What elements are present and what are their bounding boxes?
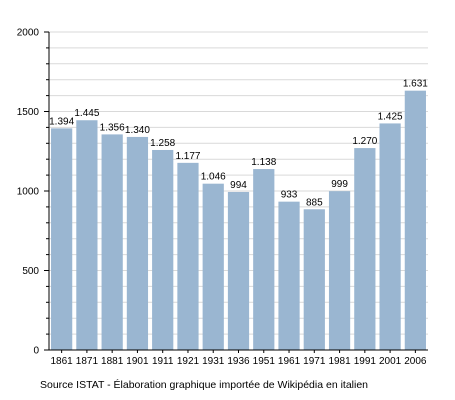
bar-1921 bbox=[177, 162, 199, 350]
bar-1961 bbox=[278, 201, 300, 350]
data-label-1961: 933 bbox=[281, 190, 298, 201]
data-label-1901: 1.340 bbox=[125, 125, 150, 136]
y-tick-label-1500: 1500 bbox=[17, 107, 40, 118]
y-tick-labels: 0 500 1000 1500 2000 bbox=[17, 28, 40, 357]
bars bbox=[51, 90, 426, 351]
x-tick-label-1961: 1961 bbox=[278, 356, 301, 367]
x-tick-label-1991: 1991 bbox=[354, 356, 377, 367]
x-tick-label-1971: 1971 bbox=[303, 356, 326, 367]
x-tick-label-1911: 1911 bbox=[152, 356, 174, 367]
x-tick-label-1936: 1936 bbox=[227, 356, 250, 367]
source-caption: Source ISTAT - Élaboration graphique imp… bbox=[40, 379, 369, 391]
x-tick-label-1861: 1861 bbox=[51, 356, 74, 367]
bar-1881 bbox=[101, 134, 123, 350]
bar-1971 bbox=[303, 209, 325, 350]
data-label-1981: 999 bbox=[331, 179, 348, 190]
bar-1861 bbox=[51, 128, 73, 350]
data-label-2001: 1.425 bbox=[378, 111, 403, 122]
data-label-1991: 1.270 bbox=[352, 136, 377, 147]
data-label-1936: 994 bbox=[230, 180, 247, 191]
bar-1871 bbox=[76, 120, 98, 351]
x-tick-labels: 1861 1871 1881 1901 1911 1921 1931 1936 1951 1961… bbox=[51, 356, 427, 367]
bar-2006 bbox=[404, 90, 426, 351]
x-tick-label-2001: 2001 bbox=[379, 356, 402, 367]
x-tick-label-2006: 2006 bbox=[404, 356, 427, 367]
bar-1911 bbox=[152, 149, 174, 350]
y-tick-label-2000: 2000 bbox=[17, 28, 40, 39]
x-tick-label-1931: 1931 bbox=[202, 356, 225, 367]
bar-1936 bbox=[227, 191, 250, 350]
y-tick-label-500: 500 bbox=[22, 266, 39, 277]
bar-1901 bbox=[126, 136, 149, 350]
bar-1991 bbox=[354, 148, 376, 350]
data-label-1861: 1.394 bbox=[49, 116, 74, 127]
data-label-1931: 1.046 bbox=[201, 172, 226, 183]
data-label-1951: 1.138 bbox=[251, 157, 276, 168]
y-tick-label-1000: 1000 bbox=[17, 187, 40, 198]
x-tick-label-1921: 1921 bbox=[177, 356, 200, 367]
x-tick-label-1981: 1981 bbox=[328, 356, 351, 367]
bar-1981 bbox=[328, 191, 351, 350]
data-label-1971: 885 bbox=[306, 197, 323, 208]
x-tick-label-1951: 1951 bbox=[253, 356, 276, 367]
x-tick-label-1871: 1871 bbox=[76, 356, 99, 367]
data-label-1921: 1.177 bbox=[175, 151, 200, 162]
data-label-1881: 1.356 bbox=[100, 122, 125, 133]
x-tick-label-1901: 1901 bbox=[126, 356, 149, 367]
data-label-1871: 1.445 bbox=[74, 108, 99, 119]
bar-2001 bbox=[379, 123, 401, 350]
data-label-1911: 1.258 bbox=[150, 138, 175, 149]
bar-1931 bbox=[202, 183, 224, 350]
y-tick-label-0: 0 bbox=[33, 346, 39, 357]
x-tick-label-1881: 1881 bbox=[101, 356, 124, 367]
bar-1951 bbox=[253, 169, 275, 350]
axes bbox=[44, 31, 428, 353]
data-label-2006: 1.631 bbox=[403, 79, 428, 90]
